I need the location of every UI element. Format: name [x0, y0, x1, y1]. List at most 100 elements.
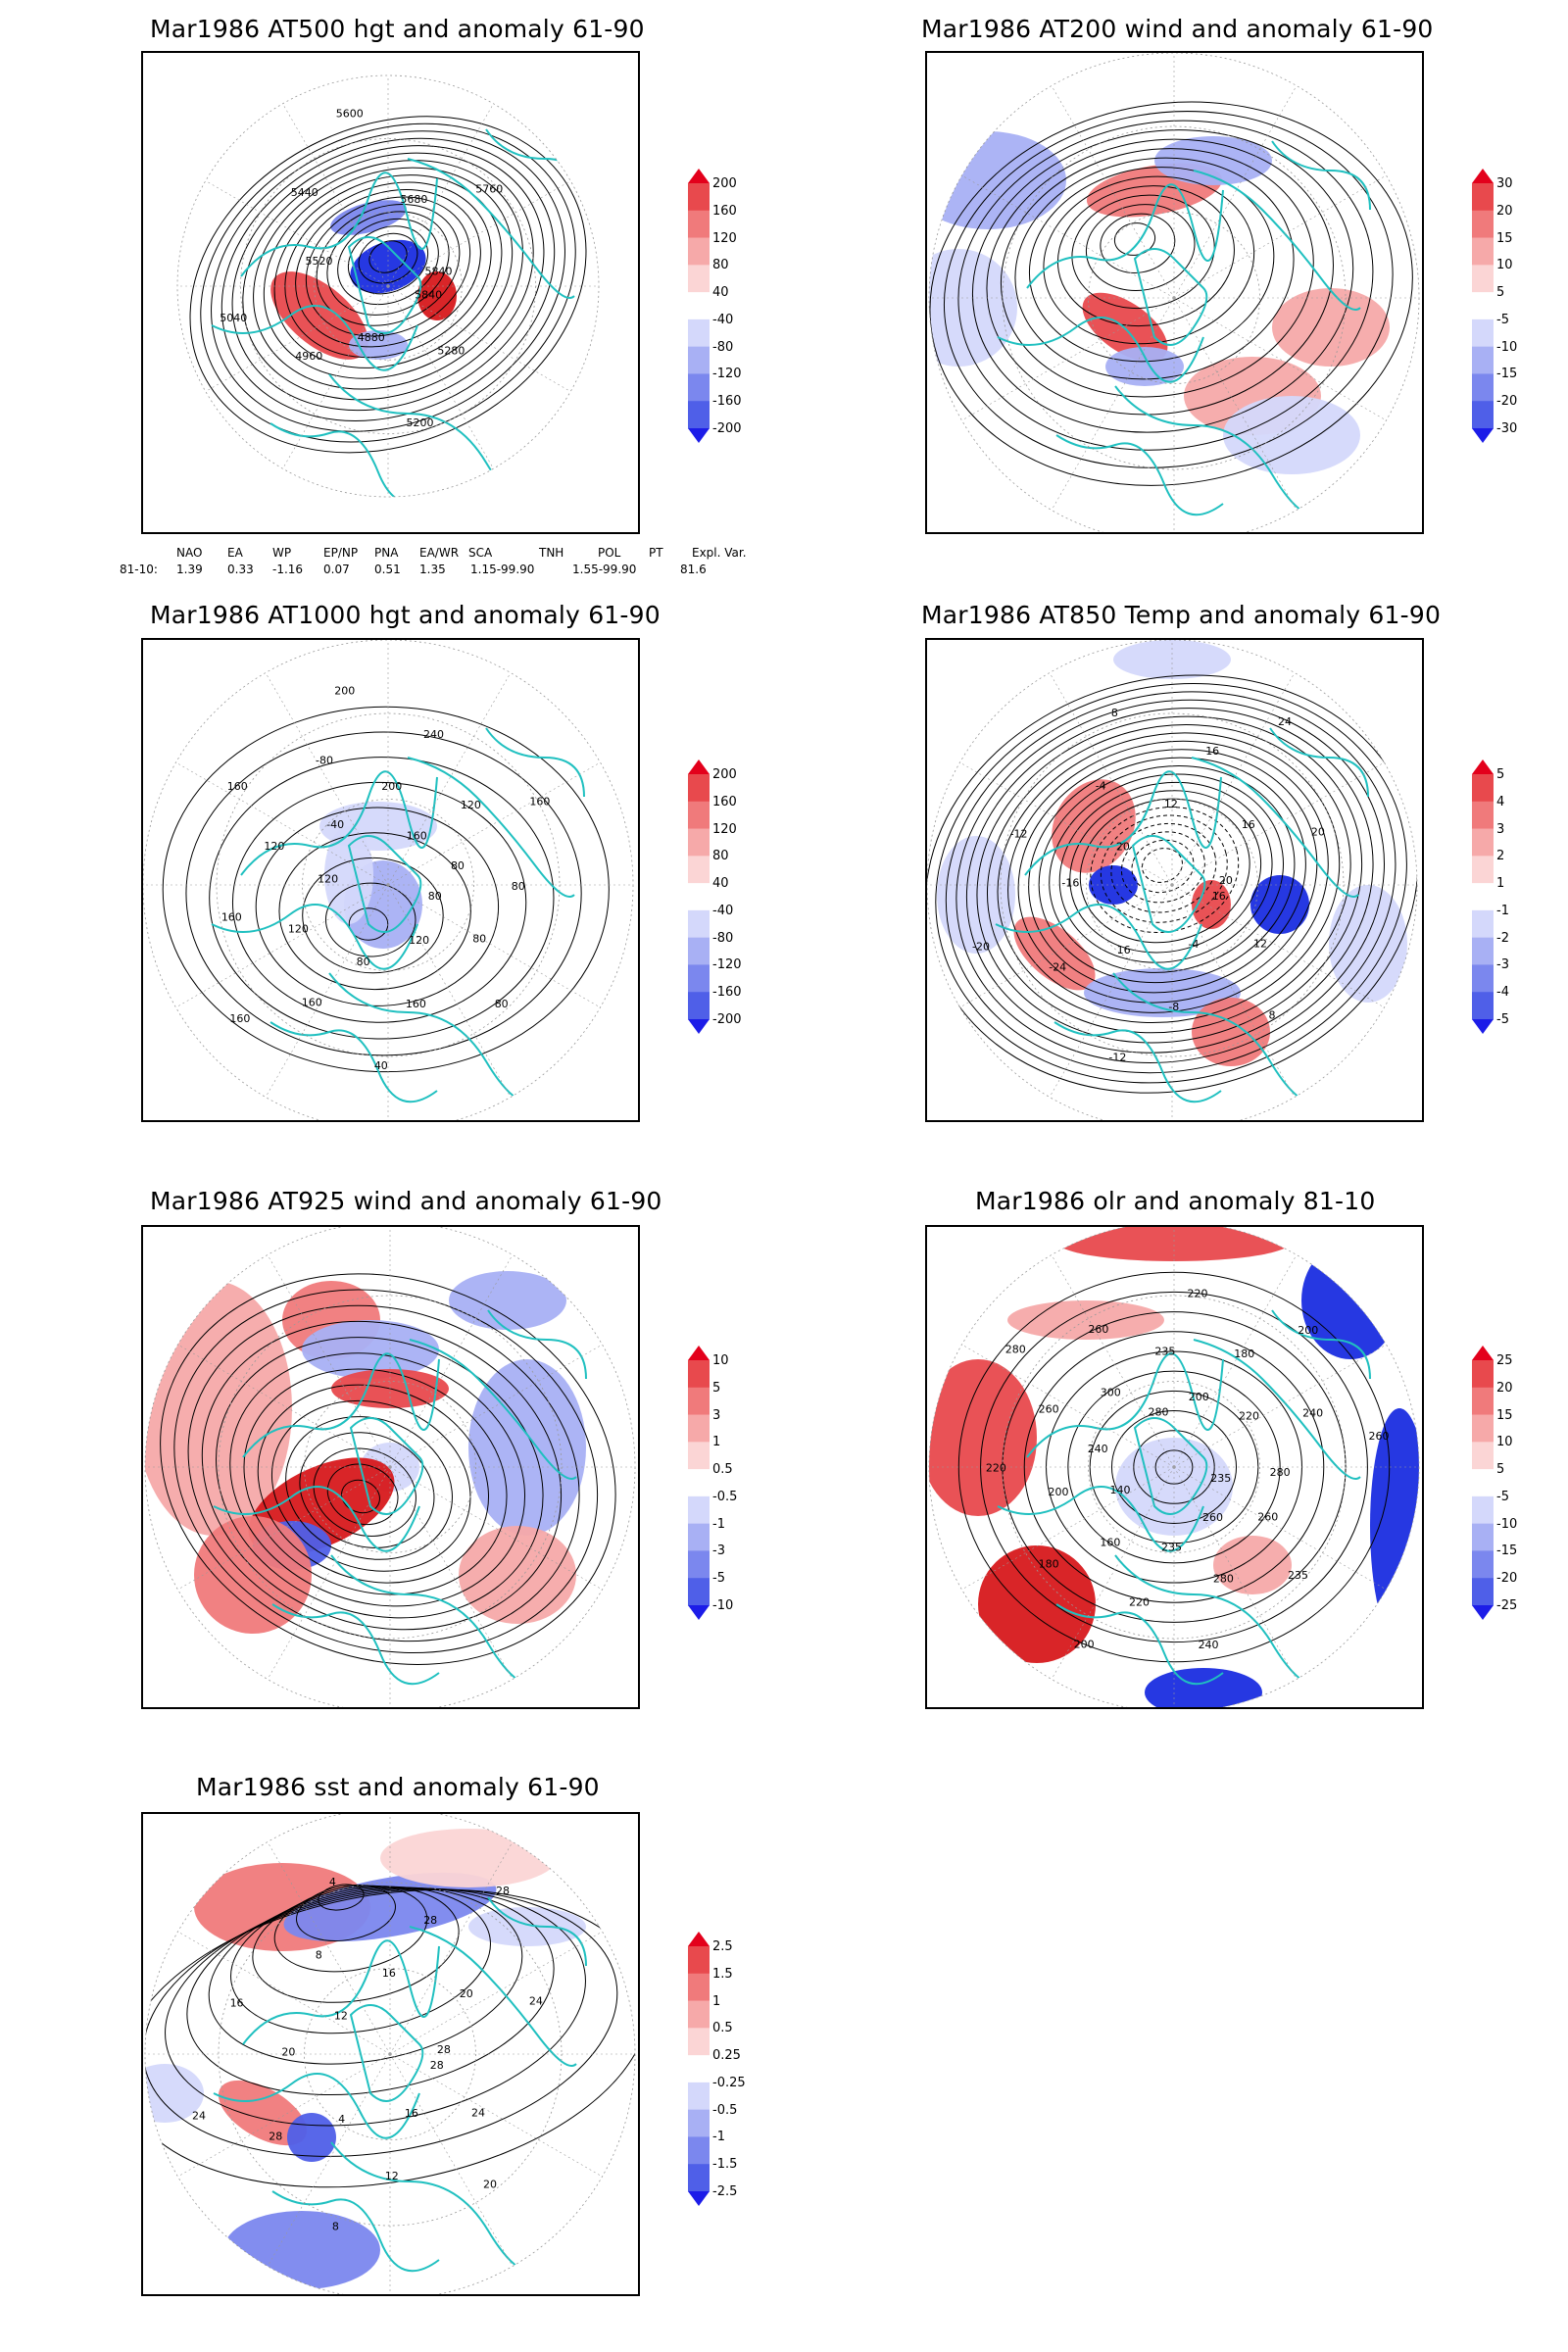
longitude-gridline: [1051, 85, 1175, 299]
colorbar-bin: [1472, 183, 1494, 212]
contour-label: 240: [1302, 1406, 1323, 1419]
contour-label: 260: [1088, 1323, 1108, 1336]
contour-label: 240: [1199, 1639, 1219, 1651]
colorbar-label: -2.5: [712, 2184, 738, 2199]
coastline: [270, 1021, 438, 1103]
negative-anomaly-area: [223, 2211, 380, 2289]
colorbar-label: -0.5: [712, 1489, 738, 1504]
colorbar-bin: [688, 2109, 710, 2137]
colorbar-ramp: [1472, 760, 1494, 1034]
coastline: [487, 1309, 587, 1380]
colorbar-bin: [688, 2136, 710, 2165]
longitude-gridline: [265, 884, 389, 1098]
colorbar-label: 120: [712, 230, 737, 246]
colorbar-bin: [1472, 774, 1494, 803]
contour-line: [1142, 848, 1183, 883]
colorbar-label: 1: [712, 1435, 721, 1450]
contour-label: 20: [483, 2178, 497, 2190]
colorbar-label: -200: [712, 1012, 742, 1027]
index-value-cell: 0.51: [374, 563, 401, 576]
colorbar-label: -40: [712, 312, 734, 327]
index-header-cell: EA: [227, 546, 243, 560]
contour-line: [160, 1273, 616, 1665]
contour-line: [1071, 194, 1215, 310]
longitude-gridline: [1173, 1466, 1298, 1680]
latitude-gridline: [304, 1381, 476, 1553]
colorbar-max-arrow: [688, 760, 710, 774]
colorbar-label: -4: [1496, 985, 1509, 1001]
longitude-gridline: [1173, 174, 1387, 299]
colorbar-bin: [688, 346, 710, 374]
colorbar-label: -2: [1496, 930, 1509, 946]
colorbar-label: 2: [1496, 849, 1505, 864]
negative-anomaly-area: [302, 1320, 439, 1379]
contour-line: [253, 160, 523, 390]
latitude-gridline: [144, 1227, 636, 1707]
colorbar-bin: [1472, 964, 1494, 993]
coastline: [1114, 385, 1322, 516]
panel-title-sst: Mar1986 sst and anomaly 61-90: [196, 1773, 600, 1801]
colorbar-bin: [688, 237, 710, 266]
contour-label: 12: [1164, 798, 1178, 810]
latitude-gridline: [143, 640, 634, 1120]
contour-label: 4: [329, 1876, 336, 1888]
colorbar-bin: [688, 1414, 710, 1443]
colorbar-label: -160: [712, 394, 742, 410]
coastline: [242, 1352, 440, 1458]
coastline: [330, 1554, 538, 1686]
colorbar-label: 5: [712, 1380, 721, 1396]
longitude-gridline: [389, 1344, 603, 1468]
colorbar-bin: [688, 2000, 710, 2029]
colorbar-min-arrow: [688, 428, 710, 443]
coastline: [330, 2141, 538, 2273]
colorbar-ramp: [688, 1346, 710, 1620]
latitude-gridline: [928, 53, 1420, 532]
longitude-gridline: [387, 180, 571, 287]
contour-line: [187, 1304, 580, 1642]
colorbar-label: -0.25: [712, 2075, 746, 2090]
colorbar-label: -10: [1496, 1516, 1518, 1532]
coastline: [1191, 757, 1359, 898]
contour-label: 5760: [475, 182, 503, 195]
colorbar-label: 200: [712, 767, 737, 782]
colorbar-label: -80: [712, 930, 734, 946]
contour-label: 240: [423, 728, 444, 741]
coastline: [1193, 1339, 1361, 1480]
contour-label: 120: [461, 799, 481, 811]
coastline: [1055, 434, 1224, 516]
colorbar-min-arrow: [688, 1019, 710, 1034]
positive-anomaly-area: [1052, 779, 1136, 873]
index-header-cell: POL: [598, 546, 621, 560]
longitude-gridline: [387, 103, 494, 287]
colorbar-bin: [688, 937, 710, 965]
contour-line: [957, 120, 1374, 451]
contour-label: 12: [385, 2170, 399, 2182]
longitude-gridline: [387, 672, 512, 886]
contour-label: 160: [227, 780, 248, 793]
longitude-gridline: [282, 285, 389, 469]
contour-line: [211, 130, 565, 432]
contour-label: 280: [1005, 1343, 1026, 1355]
contour-line: [220, 137, 556, 421]
colorbar-bin: [1472, 1387, 1494, 1416]
contour-label: 120: [264, 840, 284, 853]
contour-label: 160: [407, 830, 427, 843]
colorbar-bin: [688, 883, 710, 911]
colorbar-label: -120: [712, 957, 742, 973]
colorbar-label: 5: [1496, 767, 1505, 782]
contour-line: [273, 1885, 428, 1973]
colorbar-bin: [688, 774, 710, 803]
colorbar-label: 1: [1496, 876, 1505, 892]
map-at925: [141, 1225, 640, 1709]
colorbar-min-arrow: [1472, 1019, 1494, 1034]
contour-label: 80: [495, 998, 509, 1010]
latitude-gridline: [1086, 799, 1258, 971]
longitude-gridline: [1173, 297, 1387, 421]
map-at850-canvas: 16 12 8 -4 -8 -12 16 -24 -20 -16 -12 20 -4 8 12 16 24 16 2…: [927, 640, 1418, 1120]
colorbar-bin: [1472, 373, 1494, 402]
colorbar-at925: 10 5 3 1 0.5 -0.5 -1 -3 -5 -10: [686, 1346, 784, 1620]
longitude-gridline: [267, 1466, 391, 1680]
longitude-gridline: [1173, 1466, 1387, 1591]
contour-line: [980, 1291, 1368, 1643]
coastline: [213, 1486, 420, 1552]
